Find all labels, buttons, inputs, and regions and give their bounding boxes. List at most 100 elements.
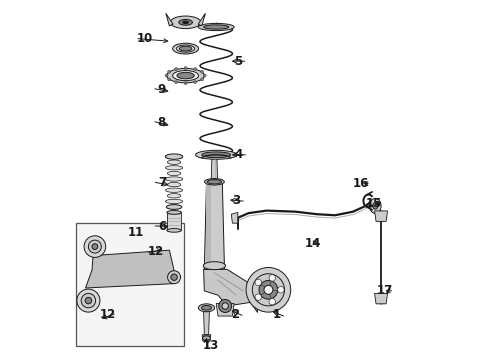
Ellipse shape — [183, 21, 189, 23]
Ellipse shape — [167, 229, 181, 232]
Ellipse shape — [179, 19, 193, 25]
Circle shape — [84, 236, 106, 257]
Ellipse shape — [203, 262, 225, 270]
Ellipse shape — [176, 45, 195, 52]
Ellipse shape — [177, 72, 194, 79]
Circle shape — [77, 289, 100, 312]
Circle shape — [171, 274, 177, 280]
Text: 1: 1 — [272, 309, 281, 321]
Ellipse shape — [198, 304, 215, 312]
Text: 3: 3 — [232, 194, 241, 207]
Text: 15: 15 — [366, 197, 382, 210]
Text: 11: 11 — [128, 226, 144, 239]
Text: 8: 8 — [158, 116, 166, 129]
Text: 12: 12 — [147, 246, 164, 258]
Ellipse shape — [166, 154, 183, 159]
Circle shape — [252, 274, 285, 306]
Ellipse shape — [168, 194, 181, 198]
Ellipse shape — [172, 71, 198, 81]
Circle shape — [376, 211, 386, 221]
Text: 6: 6 — [158, 220, 166, 233]
Ellipse shape — [171, 16, 201, 29]
Polygon shape — [198, 13, 205, 26]
Circle shape — [184, 82, 187, 85]
Circle shape — [278, 287, 284, 293]
Circle shape — [174, 68, 177, 71]
Circle shape — [165, 74, 168, 77]
Polygon shape — [167, 212, 181, 230]
Circle shape — [168, 78, 171, 81]
Circle shape — [376, 294, 386, 304]
Circle shape — [85, 297, 92, 304]
Polygon shape — [204, 311, 209, 335]
Text: 17: 17 — [376, 284, 393, 297]
Circle shape — [219, 300, 232, 312]
Ellipse shape — [172, 43, 198, 54]
Ellipse shape — [196, 150, 237, 159]
Ellipse shape — [202, 336, 210, 340]
Circle shape — [194, 81, 196, 84]
Circle shape — [88, 240, 101, 253]
Ellipse shape — [166, 177, 183, 181]
Ellipse shape — [166, 188, 183, 192]
Ellipse shape — [167, 211, 181, 214]
Polygon shape — [206, 182, 211, 269]
Circle shape — [259, 280, 278, 299]
Polygon shape — [216, 303, 234, 316]
Circle shape — [201, 71, 203, 73]
Circle shape — [194, 68, 196, 71]
Polygon shape — [374, 211, 388, 221]
Ellipse shape — [166, 204, 182, 209]
Ellipse shape — [204, 25, 229, 29]
Text: 14: 14 — [304, 237, 321, 249]
Text: 13: 13 — [203, 339, 219, 352]
Text: 9: 9 — [158, 83, 166, 96]
Polygon shape — [204, 269, 258, 312]
Polygon shape — [211, 157, 218, 182]
Circle shape — [201, 78, 203, 81]
Ellipse shape — [168, 160, 181, 165]
Ellipse shape — [373, 203, 378, 209]
Text: 12: 12 — [99, 309, 116, 321]
Circle shape — [255, 279, 262, 286]
Polygon shape — [166, 13, 173, 26]
Text: 4: 4 — [234, 148, 243, 161]
Ellipse shape — [198, 23, 234, 31]
Polygon shape — [86, 250, 175, 288]
Circle shape — [174, 81, 177, 84]
Circle shape — [92, 244, 98, 249]
Text: 10: 10 — [137, 32, 153, 45]
Text: 5: 5 — [234, 55, 242, 68]
Circle shape — [203, 74, 206, 77]
Ellipse shape — [369, 198, 381, 213]
Circle shape — [269, 275, 275, 281]
Circle shape — [222, 303, 228, 309]
Ellipse shape — [207, 180, 221, 184]
Polygon shape — [202, 335, 211, 341]
Circle shape — [81, 293, 96, 308]
Circle shape — [255, 294, 262, 300]
Text: 16: 16 — [353, 177, 369, 190]
Ellipse shape — [166, 199, 183, 203]
Ellipse shape — [201, 305, 212, 310]
Ellipse shape — [179, 46, 192, 51]
Ellipse shape — [167, 68, 204, 83]
Text: 7: 7 — [158, 176, 166, 189]
Ellipse shape — [168, 171, 181, 176]
Ellipse shape — [166, 154, 183, 159]
Circle shape — [269, 298, 275, 305]
Polygon shape — [374, 293, 388, 304]
Polygon shape — [231, 212, 238, 223]
Ellipse shape — [202, 152, 231, 158]
Polygon shape — [204, 182, 224, 269]
Bar — [76, 223, 184, 346]
Text: 2: 2 — [231, 308, 239, 321]
Circle shape — [246, 267, 291, 312]
Ellipse shape — [168, 183, 181, 187]
Circle shape — [264, 285, 273, 294]
Ellipse shape — [204, 179, 224, 185]
Circle shape — [184, 67, 187, 69]
Ellipse shape — [166, 166, 183, 170]
Circle shape — [168, 71, 171, 73]
Circle shape — [168, 271, 180, 284]
